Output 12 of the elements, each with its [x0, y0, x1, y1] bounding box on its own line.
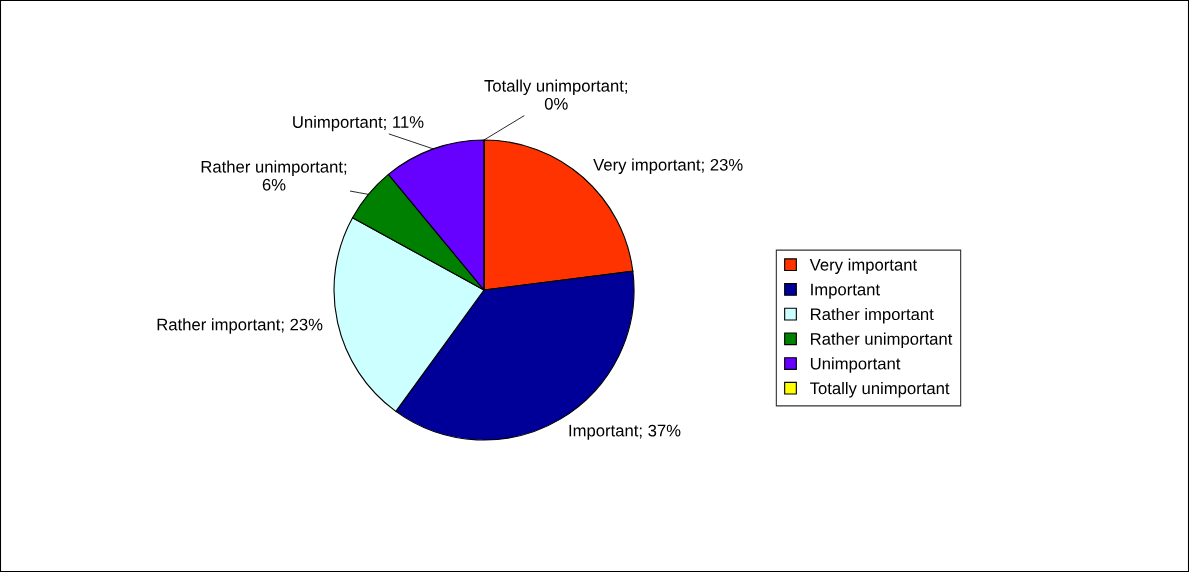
legend-label: Totally unimportant	[810, 381, 950, 398]
data-label: Rather unimportant; 6%	[201, 160, 347, 191]
data-label: Unimportant; 11%	[293, 115, 424, 132]
legend-label: Important	[811, 283, 880, 299]
data-label: Very important; 23%	[593, 158, 743, 174]
legend-label: Rather important	[811, 307, 934, 324]
legend-label: Rather unimportant	[811, 332, 953, 349]
data-label: Rather important; 23%	[157, 318, 323, 334]
data-label: Important; 37%	[569, 424, 681, 440]
text: Totally unimportant; 0%	[484, 79, 628, 110]
legend-label: Unimportant	[810, 357, 901, 373]
legend-label: Very important	[809, 258, 917, 275]
